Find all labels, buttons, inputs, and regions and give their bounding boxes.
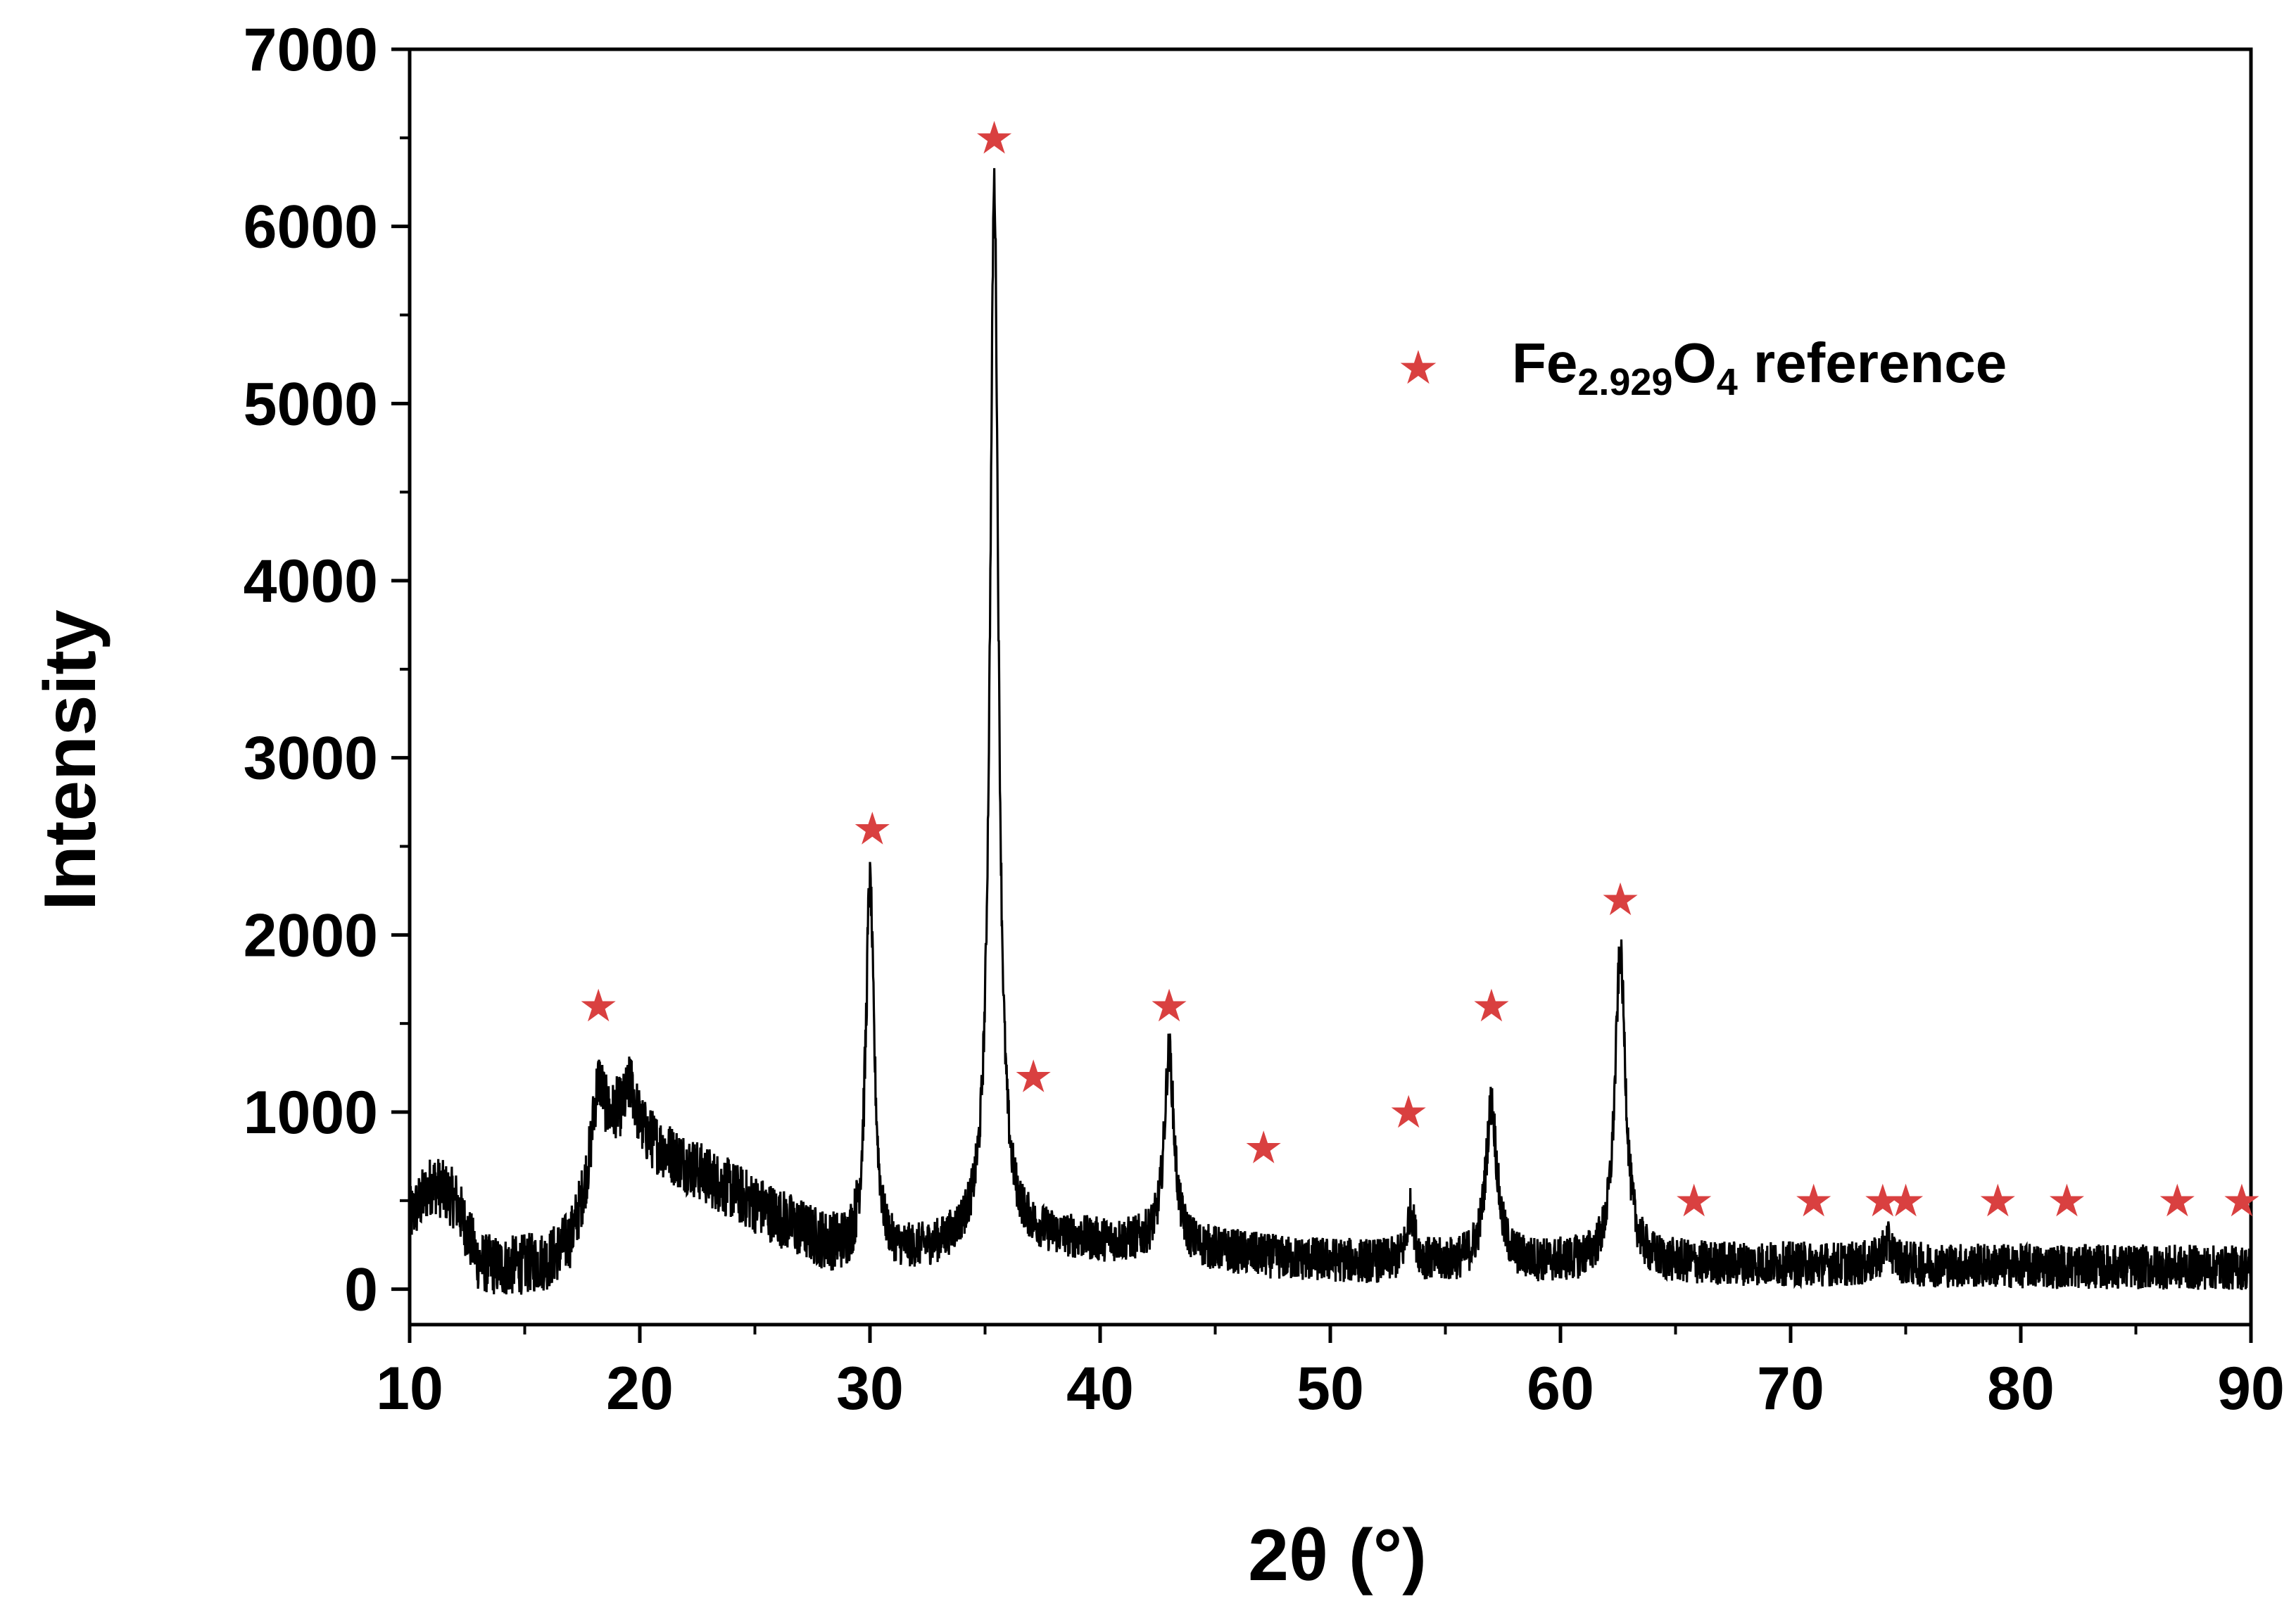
x-tick-label: 80 (1987, 1355, 2055, 1422)
x-tick-label: 90 (2217, 1355, 2285, 1422)
x-tick-label: 60 (1527, 1355, 1594, 1422)
reference-star-marker: ★ (2157, 1175, 2197, 1226)
reference-star-marker: ★ (1013, 1052, 1053, 1102)
y-tick-label: 2000 (244, 902, 378, 969)
x-tick-label: 30 (836, 1355, 904, 1422)
legend-label-sub1: 2.929 (1577, 361, 1672, 403)
legend-star-icon: ★ (1397, 341, 1439, 393)
legend-label: Fe2.929O4 reference (1512, 332, 2007, 403)
plot-frame (408, 47, 2253, 1327)
y-axis-title: Intensity (30, 610, 111, 911)
y-tick-label: 5000 (244, 370, 378, 438)
reference-star-marker: ★ (1978, 1175, 2018, 1226)
reference-star-marker: ★ (1793, 1175, 1834, 1226)
legend-label-tail: reference (1738, 332, 2007, 394)
y-tick-label: 0 (344, 1256, 378, 1324)
reference-star-marker: ★ (1149, 980, 1189, 1031)
y-tick-label: 1000 (244, 1079, 378, 1147)
reference-star-marker: ★ (1862, 1175, 1903, 1226)
x-tick-label: 70 (1757, 1355, 1824, 1422)
reference-star-marker: ★ (974, 113, 1014, 163)
reference-star-marker: ★ (1674, 1175, 1714, 1226)
x-tick-label: 20 (606, 1355, 674, 1422)
reference-star-marker: ★ (1243, 1122, 1283, 1173)
reference-star-marker: ★ (2221, 1175, 2262, 1226)
legend: ★ Fe2.929O4 reference (1397, 332, 2007, 403)
x-tick-label: 40 (1066, 1355, 1134, 1422)
x-tick-label: 10 (376, 1355, 443, 1422)
legend-label-sub2: 4 (1717, 361, 1738, 403)
reference-star-marker: ★ (1471, 980, 1511, 1031)
x-tick-label: 50 (1297, 1355, 1364, 1422)
reference-star-marker: ★ (578, 980, 618, 1031)
y-tick-label: 7000 (244, 16, 378, 84)
y-tick-label: 4000 (244, 548, 378, 615)
axes: 10 20 30 40 50 60 70 80 90 0 1000 2000 3000 4000 5000 6… (244, 16, 2285, 1422)
y-tick-label: 3000 (244, 725, 378, 793)
reference-star-marker: ★ (1388, 1087, 1428, 1137)
x-axis-title: 2θ (°) (1248, 1515, 1427, 1596)
reference-star-marker: ★ (852, 803, 892, 854)
y-tick-label: 6000 (244, 194, 378, 261)
legend-label-fe: Fe (1512, 332, 1577, 394)
legend-label-o: O (1673, 332, 1717, 394)
xrd-series-line (410, 168, 2251, 1295)
reference-markers: ★★★★★★★★★★ ★ ★★ ★ ★ ★ ★ (578, 113, 2262, 1226)
reference-star-marker: ★ (2047, 1175, 2087, 1226)
reference-star-marker: ★ (1600, 874, 1640, 925)
reference-star-marker: ★ (1886, 1175, 1926, 1226)
plot-area (410, 168, 2251, 1295)
